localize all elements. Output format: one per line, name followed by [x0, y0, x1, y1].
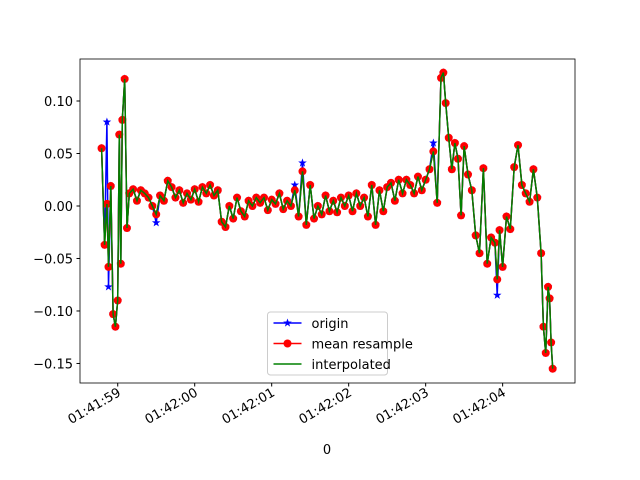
point — [151, 218, 161, 227]
legend-box — [267, 311, 388, 376]
legend: origin mean resample interpolated — [267, 311, 413, 376]
x-tick-label: 01:42:01 — [220, 385, 278, 427]
y-tick-label: −0.10 — [33, 305, 73, 320]
legend-marker — [283, 318, 292, 327]
point — [102, 117, 112, 126]
x-tick-label: 01:42:02 — [297, 385, 355, 427]
series-2 — [100, 72, 554, 369]
legend-label: interpolated — [312, 358, 391, 373]
point — [104, 282, 113, 291]
legend-label: origin — [312, 317, 349, 332]
axes-frame — [79, 58, 576, 384]
point — [429, 138, 438, 147]
y-tick-label: 0.10 — [44, 95, 73, 110]
point — [548, 364, 557, 373]
point — [122, 224, 131, 233]
x-tick-label: 01:42:04 — [451, 385, 509, 427]
x-tick-label: 01:41:59 — [66, 385, 124, 427]
legend-marker — [283, 339, 292, 348]
x-tick-label: 01:42:00 — [143, 385, 201, 427]
point — [290, 180, 300, 189]
legend-label: mean resample — [312, 338, 413, 353]
x-tick-label: 01:42:03 — [374, 385, 432, 427]
point — [493, 290, 502, 299]
y-tick-label: −0.05 — [33, 252, 73, 267]
y-tick-label: −0.15 — [33, 357, 73, 372]
y-tick-label: 0.00 — [44, 200, 73, 215]
x-axis-label: 0 — [323, 443, 331, 458]
line — [100, 72, 554, 369]
y-tick-label: 0.05 — [44, 147, 73, 162]
point — [298, 158, 307, 167]
